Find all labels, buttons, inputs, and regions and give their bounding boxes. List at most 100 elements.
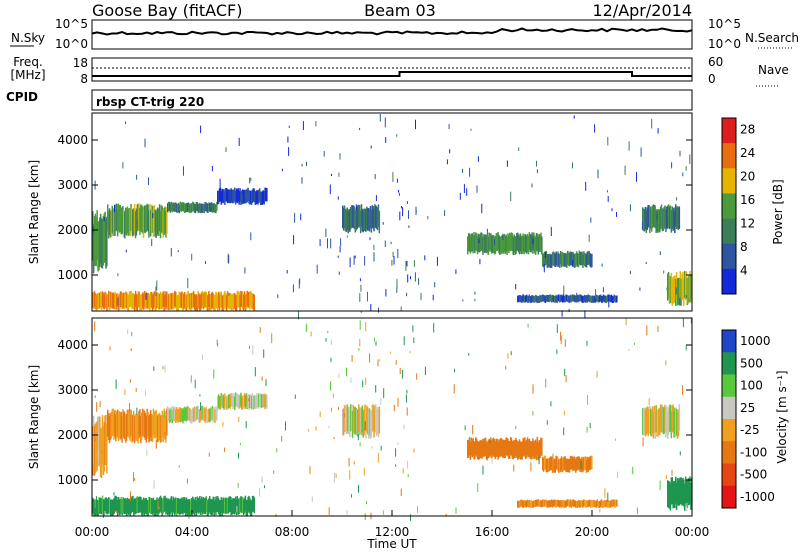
data-cell xyxy=(506,437,508,456)
noise-cell xyxy=(373,252,375,262)
data-cell xyxy=(557,457,559,472)
data-cell xyxy=(101,415,104,465)
noise-cell xyxy=(594,124,596,133)
data-cell xyxy=(567,250,569,265)
noise-cell xyxy=(550,226,552,236)
data-cell xyxy=(146,203,148,231)
noise-cell xyxy=(515,284,517,290)
data-cell xyxy=(596,499,598,507)
noise-cell xyxy=(130,348,132,352)
data-cell xyxy=(531,501,533,508)
noise-cell xyxy=(675,287,677,295)
data-cell xyxy=(181,497,183,514)
data-cell xyxy=(231,189,233,204)
data-cell xyxy=(560,294,563,302)
noise-cell xyxy=(382,510,384,515)
noise-cell xyxy=(94,321,96,332)
noise-cell xyxy=(412,325,414,332)
data-cell xyxy=(488,232,490,251)
noise-cell xyxy=(679,150,681,157)
data-cell xyxy=(190,498,192,515)
data-cell xyxy=(200,204,202,214)
data-cell xyxy=(167,294,170,310)
data-cell xyxy=(527,295,530,303)
data-cell xyxy=(369,411,372,439)
data-cell xyxy=(231,293,233,310)
data-cell xyxy=(565,500,567,508)
data-cell xyxy=(108,290,110,307)
data-cell xyxy=(547,294,549,302)
data-cell xyxy=(234,293,236,309)
data-cell xyxy=(93,216,96,266)
data-cell xyxy=(161,410,164,438)
noise-cell xyxy=(409,351,411,354)
data-cell xyxy=(577,456,580,470)
data-cell xyxy=(518,500,521,508)
data-cell xyxy=(110,210,113,238)
colorbar-tick-label: 16 xyxy=(740,193,755,207)
noise-cell xyxy=(311,496,313,502)
data-cell xyxy=(165,210,167,238)
data-cell xyxy=(371,205,373,228)
data-cell xyxy=(159,211,162,239)
data-cell xyxy=(258,189,260,204)
data-cell xyxy=(127,294,130,311)
data-cell xyxy=(583,251,585,265)
data-cell xyxy=(606,295,608,303)
data-cell xyxy=(502,235,505,254)
data-cell xyxy=(574,500,576,507)
data-cell xyxy=(95,499,98,515)
data-cell xyxy=(524,234,526,252)
data-cell xyxy=(264,395,266,410)
data-cell xyxy=(523,438,525,457)
data-cell xyxy=(524,437,526,456)
data-cell xyxy=(527,236,530,255)
noise-cell xyxy=(676,197,678,201)
data-cell xyxy=(100,291,102,308)
noise-cell xyxy=(625,318,627,326)
data-cell xyxy=(128,291,131,308)
data-cell xyxy=(92,292,94,309)
data-cell xyxy=(472,235,474,254)
data-cell xyxy=(550,500,552,508)
data-cell xyxy=(364,404,366,432)
data-cell xyxy=(531,232,533,251)
data-cell xyxy=(184,204,186,213)
noise-cell xyxy=(129,379,131,383)
data-cell xyxy=(579,294,581,302)
data-cell xyxy=(157,415,159,443)
noise-cell xyxy=(476,185,478,193)
data-cell xyxy=(150,204,153,232)
noise-cell xyxy=(671,469,673,476)
data-cell xyxy=(569,294,572,302)
data-cell xyxy=(648,406,650,434)
data-cell xyxy=(118,499,121,516)
data-cell xyxy=(554,253,556,267)
data-cell xyxy=(515,438,517,456)
data-cell xyxy=(121,415,123,443)
noise-cell xyxy=(477,156,479,162)
data-cell xyxy=(501,439,504,458)
data-cell xyxy=(528,294,531,302)
data-cell xyxy=(107,409,109,437)
data-cell xyxy=(534,294,537,302)
data-cell xyxy=(244,395,247,409)
data-cell xyxy=(134,294,136,311)
velocity-ytick-label: 1000 xyxy=(57,473,88,487)
data-cell xyxy=(585,295,588,302)
data-cell xyxy=(138,291,140,308)
data-cell xyxy=(484,234,487,253)
noise-cell xyxy=(552,453,554,460)
noise-cell xyxy=(448,124,450,129)
data-cell xyxy=(539,234,541,252)
data-cell xyxy=(140,204,142,232)
data-cell xyxy=(167,498,170,515)
data-cell xyxy=(493,236,496,255)
noise-cell xyxy=(131,331,133,337)
noise-cell xyxy=(359,278,361,282)
data-cell xyxy=(110,499,113,516)
data-cell xyxy=(586,251,589,265)
noise-cell xyxy=(349,257,351,268)
noise-cell xyxy=(96,496,97,500)
data-cell xyxy=(265,187,267,202)
